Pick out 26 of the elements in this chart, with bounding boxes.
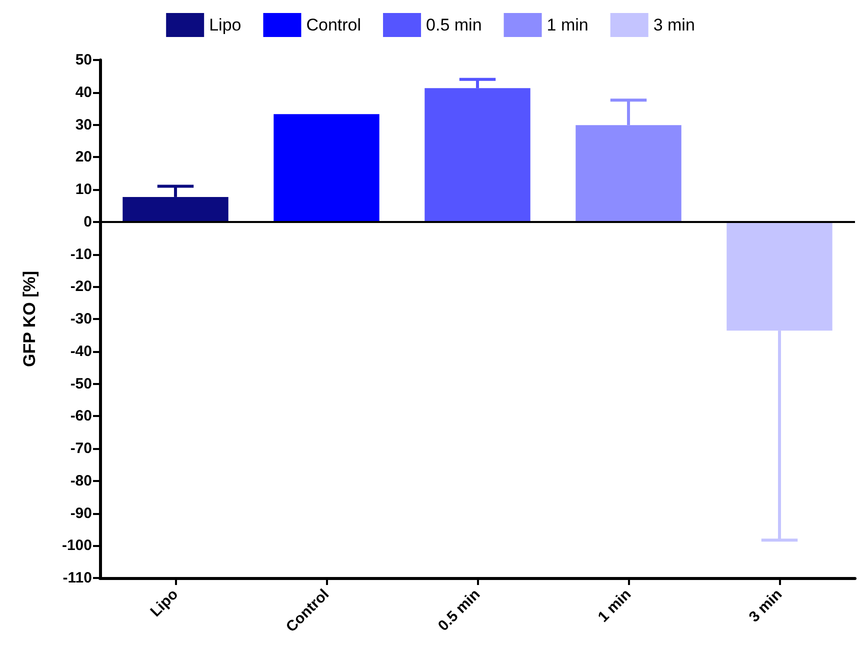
legend-label: 0.5 min (426, 16, 482, 34)
y-tick-label: -40 (70, 342, 92, 360)
y-tick-label: 0 (84, 213, 92, 230)
y-tick-label: -110 (62, 570, 92, 586)
y-tick-label: -100 (62, 537, 92, 554)
legend-label: Lipo (209, 16, 242, 34)
y-tick-label: -30 (70, 310, 92, 328)
y-tick-label: -20 (70, 278, 92, 296)
y-tick-label: 40 (75, 84, 92, 101)
x-tick-label: 3 min (746, 586, 786, 626)
y-tick-label: -70 (70, 440, 92, 457)
x-tick-label: 0.5 min (434, 586, 484, 635)
y-tick-label: 10 (75, 181, 92, 198)
legend-label: Control (306, 16, 362, 34)
y-tick-label: -60 (70, 408, 92, 425)
x-tick-label: 1 min (594, 586, 635, 626)
y-tick-label: -90 (70, 504, 92, 522)
legend-label: 1 min (546, 16, 588, 34)
y-tick-label: 30 (75, 116, 92, 134)
y-tick-label: 20 (75, 148, 92, 166)
y-tick-label: -10 (70, 246, 92, 263)
y-tick-label: -50 (70, 375, 92, 392)
y-tick-label: 50 (75, 52, 92, 68)
y-axis-title: GFP KO [%] (20, 270, 39, 368)
legend-label: 3 min (653, 16, 695, 34)
y-tick-label: -80 (70, 472, 92, 490)
